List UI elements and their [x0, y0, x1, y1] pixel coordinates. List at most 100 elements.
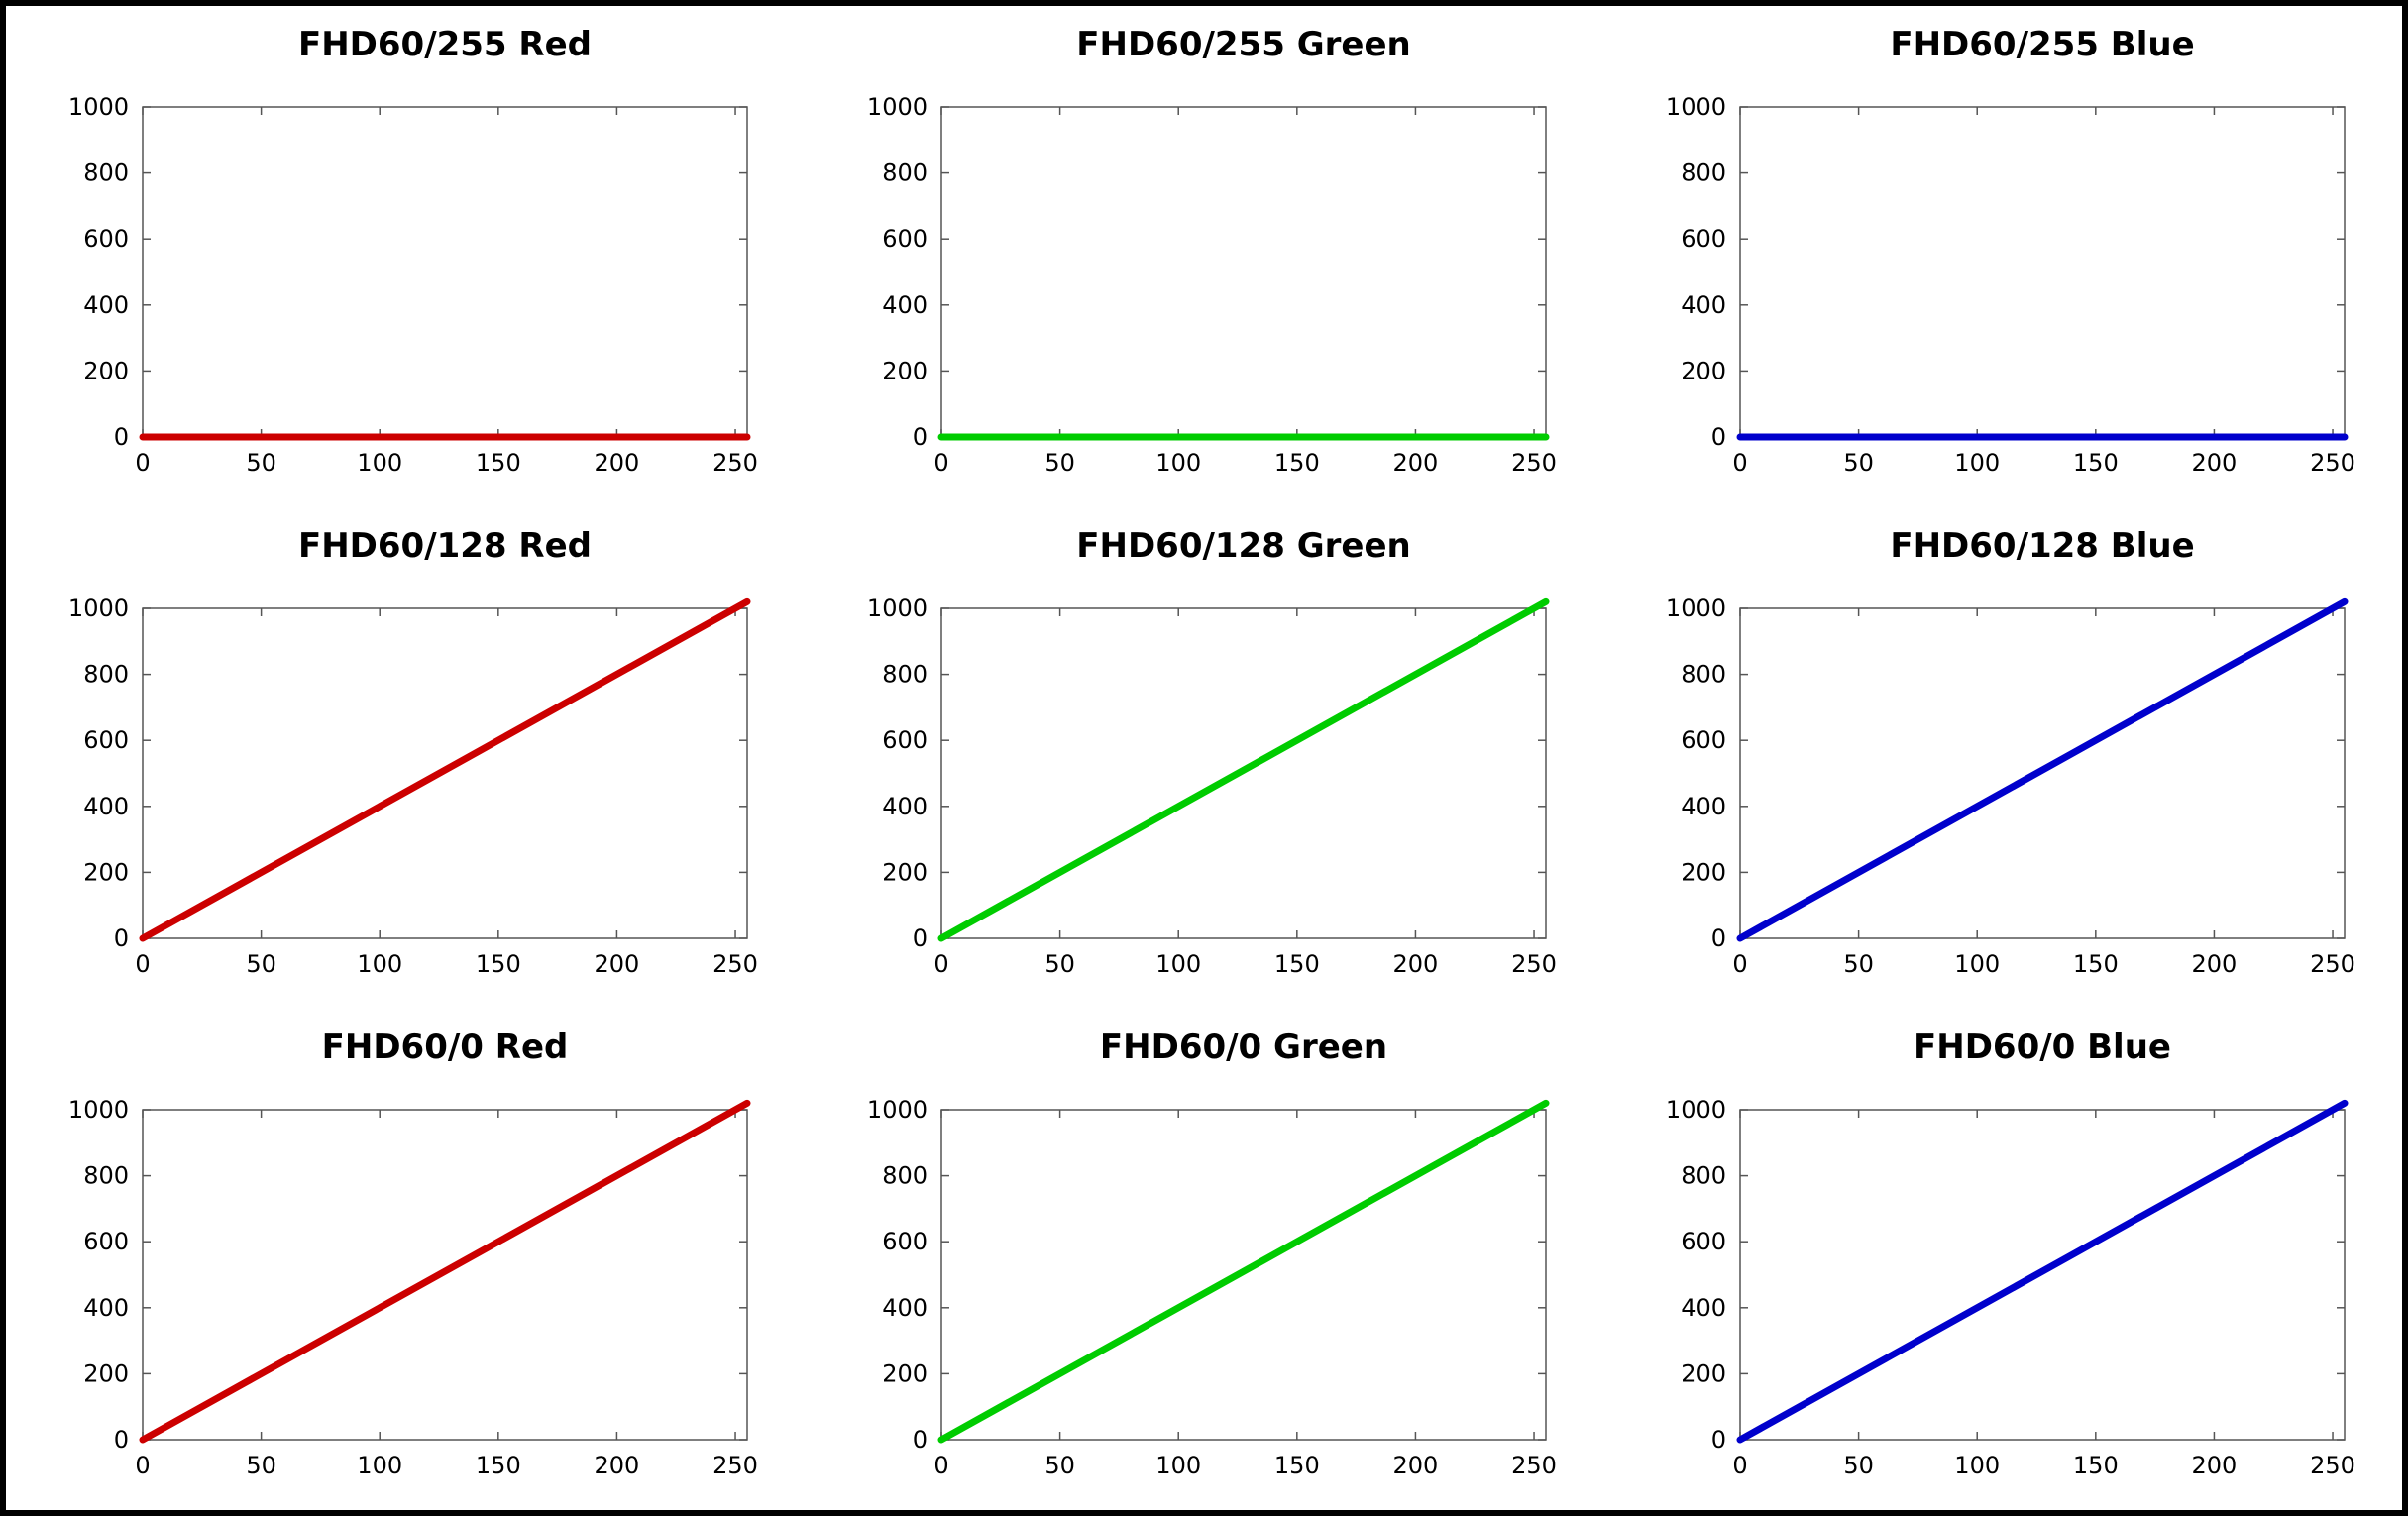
- y-tick-label: 0: [913, 423, 928, 451]
- x-tick-label: 100: [1155, 449, 1201, 477]
- y-tick-label: 400: [83, 291, 129, 319]
- y-tick-label: 400: [1681, 1294, 1726, 1322]
- series-line: [937, 1099, 1550, 1444]
- y-tick-label: 1000: [68, 93, 129, 121]
- chart-title: FHD60/255 Green: [1076, 25, 1410, 64]
- y-tick-label: 0: [1711, 1426, 1726, 1454]
- plot-frame: [1739, 607, 2346, 939]
- x-tick-label: 250: [1511, 449, 1557, 477]
- x-tick-label: 150: [1274, 1452, 1320, 1479]
- x-tick-label: 250: [712, 1452, 758, 1479]
- x-tick-label: 50: [246, 1452, 276, 1479]
- y-tick-label: 400: [882, 291, 928, 319]
- chart-panel: FHD60/255 Red 0 200 400 600 800 1000 0 50 100 150 2…: [68, 25, 758, 477]
- x-tick-label: 200: [595, 449, 640, 477]
- plot-frame: [1739, 106, 2346, 438]
- y-tick-label: 0: [913, 924, 928, 952]
- y-tick-label: 800: [882, 160, 928, 187]
- y-tick-label: 0: [1711, 423, 1726, 451]
- y-tick-label: 0: [114, 1426, 129, 1454]
- y-tick-label: 200: [1681, 858, 1726, 886]
- y-tick-label: 800: [882, 661, 928, 689]
- x-tick-label: 250: [712, 449, 758, 477]
- series-line: [139, 1099, 751, 1444]
- y-tick-label: 800: [1681, 661, 1726, 689]
- y-tick-label: 0: [114, 924, 129, 952]
- y-tick-label: 800: [1681, 1162, 1726, 1190]
- plot-frame: [940, 106, 1547, 438]
- y-tick-label: 1000: [867, 595, 928, 622]
- plot-frame: [142, 106, 748, 438]
- chart-title: FHD60/128 Blue: [1890, 526, 2194, 566]
- y-tick-label: 1000: [68, 1096, 129, 1124]
- x-tick-label: 250: [2310, 1452, 2355, 1479]
- y-tick-label: 200: [83, 1359, 129, 1387]
- chart-panel: FHD60/0 Green 0 200 400 600 800 1000 0 50 100 150 2…: [867, 1028, 1557, 1479]
- x-tick-label: 200: [2192, 950, 2238, 978]
- x-tick-label: 100: [357, 1452, 402, 1479]
- series-line: [1736, 597, 2349, 942]
- x-tick-label: 200: [1393, 449, 1439, 477]
- x-tick-label: 0: [135, 449, 150, 477]
- y-tick-label: 400: [1681, 291, 1726, 319]
- chart-grid: FHD60/255 Red 0 200 400 600 800 1000 0 50 100 150 2…: [6, 6, 2402, 1510]
- x-tick-label: 50: [1044, 1452, 1075, 1479]
- x-tick-label: 250: [2310, 950, 2355, 978]
- x-tick-label: 200: [2192, 1452, 2238, 1479]
- x-tick-label: 150: [476, 1452, 521, 1479]
- x-tick-label: 100: [357, 950, 402, 978]
- chart-panel: FHD60/128 Blue 0 200 400 600 800 1000 0 50 100 150…: [1666, 526, 2355, 978]
- y-tick-label: 600: [1681, 225, 1726, 253]
- x-tick-label: 100: [1954, 1452, 2000, 1479]
- x-tick-label: 0: [135, 950, 150, 978]
- y-tick-label: 600: [83, 1228, 129, 1255]
- x-tick-label: 100: [1954, 950, 2000, 978]
- x-tick-label: 150: [476, 449, 521, 477]
- chart-panel: FHD60/0 Blue 0 200 400 600 800 1000 0 50 100 150 20…: [1666, 1028, 2355, 1479]
- series-line: [1736, 1099, 2349, 1444]
- y-tick-label: 200: [1681, 357, 1726, 384]
- y-tick-label: 400: [83, 793, 129, 820]
- x-tick-label: 0: [933, 950, 948, 978]
- x-tick-label: 50: [1843, 1452, 1874, 1479]
- y-tick-label: 200: [83, 858, 129, 886]
- x-tick-label: 0: [933, 1452, 948, 1479]
- y-tick-label: 800: [83, 160, 129, 187]
- y-tick-label: 1000: [1666, 93, 1726, 121]
- x-tick-label: 200: [1393, 950, 1439, 978]
- x-tick-label: 250: [712, 950, 758, 978]
- y-tick-label: 200: [882, 1359, 928, 1387]
- x-tick-label: 50: [1044, 449, 1075, 477]
- chart-title: FHD60/0 Red: [322, 1028, 569, 1067]
- x-tick-label: 250: [1511, 950, 1557, 978]
- x-tick-label: 150: [2073, 1452, 2119, 1479]
- y-tick-label: 200: [1681, 1359, 1726, 1387]
- y-tick-label: 0: [913, 1426, 928, 1454]
- plot-frame: [940, 1109, 1547, 1441]
- series-line: [139, 597, 751, 942]
- x-tick-label: 150: [1274, 950, 1320, 978]
- x-tick-label: 50: [246, 449, 276, 477]
- x-tick-label: 100: [1155, 1452, 1201, 1479]
- y-tick-label: 600: [882, 1228, 928, 1255]
- y-tick-label: 800: [83, 661, 129, 689]
- x-tick-label: 0: [1732, 950, 1747, 978]
- x-tick-label: 0: [135, 1452, 150, 1479]
- series-line: [937, 597, 1550, 942]
- plot-frame: [940, 607, 1547, 939]
- chart-panel: FHD60/128 Green 0 200 400 600 800 1000 0 50 100 15…: [867, 526, 1557, 978]
- x-tick-label: 0: [1732, 1452, 1747, 1479]
- x-tick-label: 100: [357, 449, 402, 477]
- x-tick-label: 50: [1843, 950, 1874, 978]
- x-tick-label: 250: [2310, 449, 2355, 477]
- x-tick-label: 50: [1044, 950, 1075, 978]
- y-tick-label: 400: [83, 1294, 129, 1322]
- y-tick-label: 600: [83, 225, 129, 253]
- y-tick-label: 600: [83, 726, 129, 754]
- y-tick-label: 1000: [68, 595, 129, 622]
- y-tick-label: 600: [882, 225, 928, 253]
- y-tick-label: 400: [1681, 793, 1726, 820]
- x-tick-label: 200: [2192, 449, 2238, 477]
- x-tick-label: 50: [1843, 449, 1874, 477]
